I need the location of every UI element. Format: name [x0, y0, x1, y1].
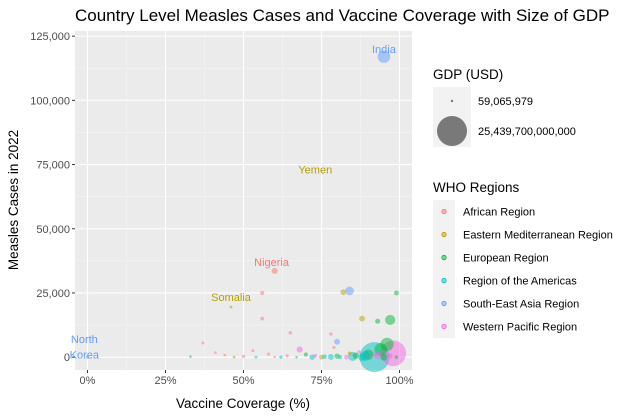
- data-point: [329, 332, 333, 336]
- legend-label: Eastern Mediterranean Region: [463, 230, 613, 242]
- data-point: [266, 352, 270, 356]
- data-point: [279, 355, 283, 359]
- data-point: [232, 355, 236, 359]
- annotation-label: Nigeria: [254, 257, 290, 269]
- annotation-label: Yemen: [298, 165, 332, 177]
- data-point: [260, 290, 265, 296]
- size-legend-key-small: [450, 99, 454, 103]
- legend-key-dot: [441, 254, 447, 261]
- data-point: [385, 314, 396, 325]
- legend-key-dot: [441, 277, 447, 284]
- legend-key-dot: [441, 323, 447, 330]
- data-point: [370, 355, 373, 359]
- data-point: [352, 352, 359, 359]
- y-tick-labels: 0 25,000 50,000 75,000 100,000 125,000: [30, 31, 75, 364]
- y-tick-label: 75,000: [36, 160, 70, 172]
- data-point: [380, 353, 388, 361]
- data-point: [260, 316, 265, 321]
- data-point: [375, 318, 381, 324]
- data-point: [273, 355, 276, 359]
- data-point: [345, 286, 354, 296]
- data-point: [393, 290, 399, 296]
- x-tick-label: 0%: [80, 375, 96, 387]
- legend-label: African Region: [463, 207, 535, 219]
- annotations: India Yemen Nigeria Somalia North Korea: [70, 44, 397, 362]
- data-point: [340, 289, 347, 296]
- color-legend: WHO Regions African Region Eastern Medite…: [433, 180, 613, 338]
- legend-label: European Region: [463, 253, 549, 265]
- legend-key-dot: [441, 231, 447, 238]
- data-point: [296, 346, 303, 353]
- data-point: [327, 353, 334, 360]
- x-tick-label: 50%: [232, 375, 254, 387]
- size-legend-title: GDP (USD): [433, 67, 503, 82]
- data-point: [295, 355, 298, 359]
- annotation-label: Somalia: [211, 292, 252, 304]
- data-point: [251, 349, 255, 353]
- y-tick-label: 125,000: [30, 31, 70, 43]
- chart-title: Country Level Measles Cases and Vaccine …: [75, 6, 610, 25]
- data-point: [338, 355, 343, 360]
- data-point: [189, 355, 192, 358]
- x-tick-labels: 0% 25% 50% 75% 100%: [80, 370, 414, 387]
- data-point: [313, 354, 318, 358]
- x-tick-label: 25%: [154, 375, 176, 387]
- legend-label: South-East Asia Region: [463, 299, 579, 311]
- data-point: [347, 351, 352, 356]
- data-point: [201, 341, 205, 345]
- y-tick-label: 25,000: [36, 288, 70, 300]
- y-tick-label: 50,000: [36, 224, 70, 236]
- data-point: [332, 345, 336, 349]
- data-point: [334, 338, 341, 345]
- annotation-label: Korea: [70, 350, 100, 362]
- data-points: [85, 50, 407, 373]
- data-point: [241, 354, 246, 359]
- data-point: [303, 352, 308, 357]
- data-point: [373, 351, 382, 360]
- data-point: [357, 350, 361, 354]
- data-point: [344, 354, 349, 360]
- data-point: [394, 355, 399, 359]
- color-legend-title: WHO Regions: [433, 180, 520, 195]
- x-tick-label: 100%: [385, 375, 413, 387]
- data-point: [359, 315, 365, 322]
- data-point: [223, 353, 227, 357]
- annotation-label: India: [372, 44, 397, 56]
- legend-label: Western Pacific Region: [463, 322, 577, 334]
- data-point: [214, 351, 217, 354]
- size-legend-key-large: [437, 116, 467, 146]
- x-axis-title: Vaccine Coverage (%): [176, 396, 310, 411]
- y-tick-label: 0: [64, 352, 70, 364]
- data-point: [229, 305, 233, 309]
- size-legend: GDP (USD) 59,065,979 25,439,700,000,000: [433, 67, 576, 147]
- x-tick-label: 75%: [310, 375, 332, 387]
- annotation-label: North: [71, 334, 98, 346]
- y-axis-title: Measles Cases in 2022: [6, 130, 21, 270]
- legend-key-dot: [441, 208, 447, 215]
- data-point: [387, 353, 393, 359]
- data-point: [288, 331, 293, 335]
- size-legend-label-small: 59,065,979: [478, 96, 533, 108]
- data-point: [322, 354, 327, 359]
- y-tick-label: 100,000: [30, 95, 70, 107]
- data-point: [85, 355, 90, 359]
- data-point: [358, 353, 366, 361]
- data-point: [285, 354, 289, 358]
- legend-key-dot: [441, 300, 447, 307]
- legend-label: Region of the Americas: [463, 276, 577, 288]
- data-point: [271, 267, 278, 274]
- data-point: [254, 355, 258, 359]
- size-legend-label-large: 25,439,700,000,000: [478, 126, 576, 138]
- data-point: [377, 50, 391, 63]
